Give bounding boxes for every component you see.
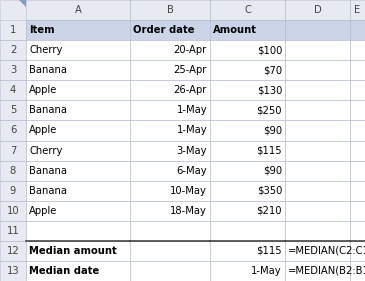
Text: $90: $90	[263, 125, 282, 135]
Text: Banana: Banana	[29, 65, 67, 75]
Text: 5: 5	[10, 105, 16, 115]
Polygon shape	[19, 0, 26, 7]
Text: D: D	[314, 5, 321, 15]
Text: 1-May: 1-May	[176, 105, 207, 115]
Bar	[0, 80, 26, 100]
Bar	[0, 261, 26, 281]
Bar	[0, 140, 26, 160]
Text: 8: 8	[10, 166, 16, 176]
Text: 18-May: 18-May	[170, 206, 207, 216]
Bar	[285, 0, 350, 20]
Text: =MEDIAN(B2:B10): =MEDIAN(B2:B10)	[288, 266, 365, 276]
Text: 13: 13	[7, 266, 19, 276]
Text: Item: Item	[29, 25, 55, 35]
Text: $130: $130	[257, 85, 282, 95]
Bar	[26, 20, 130, 40]
Bar	[0, 60, 26, 80]
Text: Cherry: Cherry	[29, 45, 62, 55]
Bar	[26, 0, 130, 20]
Bar	[0, 100, 26, 121]
Bar	[0, 20, 26, 40]
Text: Cherry: Cherry	[29, 146, 62, 156]
Text: 4: 4	[10, 85, 16, 95]
Bar	[0, 160, 26, 181]
Bar	[350, 20, 365, 40]
Text: E: E	[354, 5, 361, 15]
Text: 2: 2	[10, 45, 16, 55]
Text: Median date: Median date	[29, 266, 99, 276]
Text: Amount: Amount	[213, 25, 257, 35]
Bar	[0, 0, 26, 20]
Text: $350: $350	[257, 186, 282, 196]
Text: 20-Apr: 20-Apr	[174, 45, 207, 55]
Text: $210: $210	[257, 206, 282, 216]
Text: 1: 1	[10, 25, 16, 35]
Text: 10-May: 10-May	[170, 186, 207, 196]
Text: 7: 7	[10, 146, 16, 156]
Text: 25-Apr: 25-Apr	[174, 65, 207, 75]
Text: B: B	[166, 5, 173, 15]
Text: Banana: Banana	[29, 105, 67, 115]
Bar	[0, 181, 26, 201]
Text: 9: 9	[10, 186, 16, 196]
Text: 11: 11	[7, 226, 19, 236]
Text: 26-Apr: 26-Apr	[174, 85, 207, 95]
Text: 10: 10	[7, 206, 19, 216]
Text: Apple: Apple	[29, 125, 57, 135]
Text: $115: $115	[256, 146, 282, 156]
Text: Median amount: Median amount	[29, 246, 117, 256]
Text: A: A	[74, 5, 81, 15]
Text: Banana: Banana	[29, 186, 67, 196]
Text: C: C	[244, 5, 251, 15]
Text: 6: 6	[10, 125, 16, 135]
Text: Apple: Apple	[29, 85, 57, 95]
Text: 12: 12	[7, 246, 19, 256]
Text: 1-May: 1-May	[176, 125, 207, 135]
Bar	[0, 201, 26, 221]
Bar	[0, 241, 26, 261]
Bar	[285, 20, 350, 40]
Text: $250: $250	[257, 105, 282, 115]
Text: 1-May: 1-May	[251, 266, 282, 276]
Text: $70: $70	[263, 65, 282, 75]
Text: $90: $90	[263, 166, 282, 176]
Bar	[350, 0, 365, 20]
Text: 6-May: 6-May	[176, 166, 207, 176]
Text: Apple: Apple	[29, 206, 57, 216]
Text: 3: 3	[10, 65, 16, 75]
Text: 3-May: 3-May	[177, 146, 207, 156]
Text: $115: $115	[256, 246, 282, 256]
Text: =MEDIAN(C2:C10): =MEDIAN(C2:C10)	[288, 246, 365, 256]
Text: Order date: Order date	[133, 25, 195, 35]
Bar	[130, 0, 210, 20]
Bar	[0, 40, 26, 60]
Bar	[210, 0, 285, 20]
Text: $100: $100	[257, 45, 282, 55]
Bar	[0, 121, 26, 140]
Bar	[210, 20, 285, 40]
Bar	[0, 221, 26, 241]
Bar	[130, 20, 210, 40]
Text: Banana: Banana	[29, 166, 67, 176]
